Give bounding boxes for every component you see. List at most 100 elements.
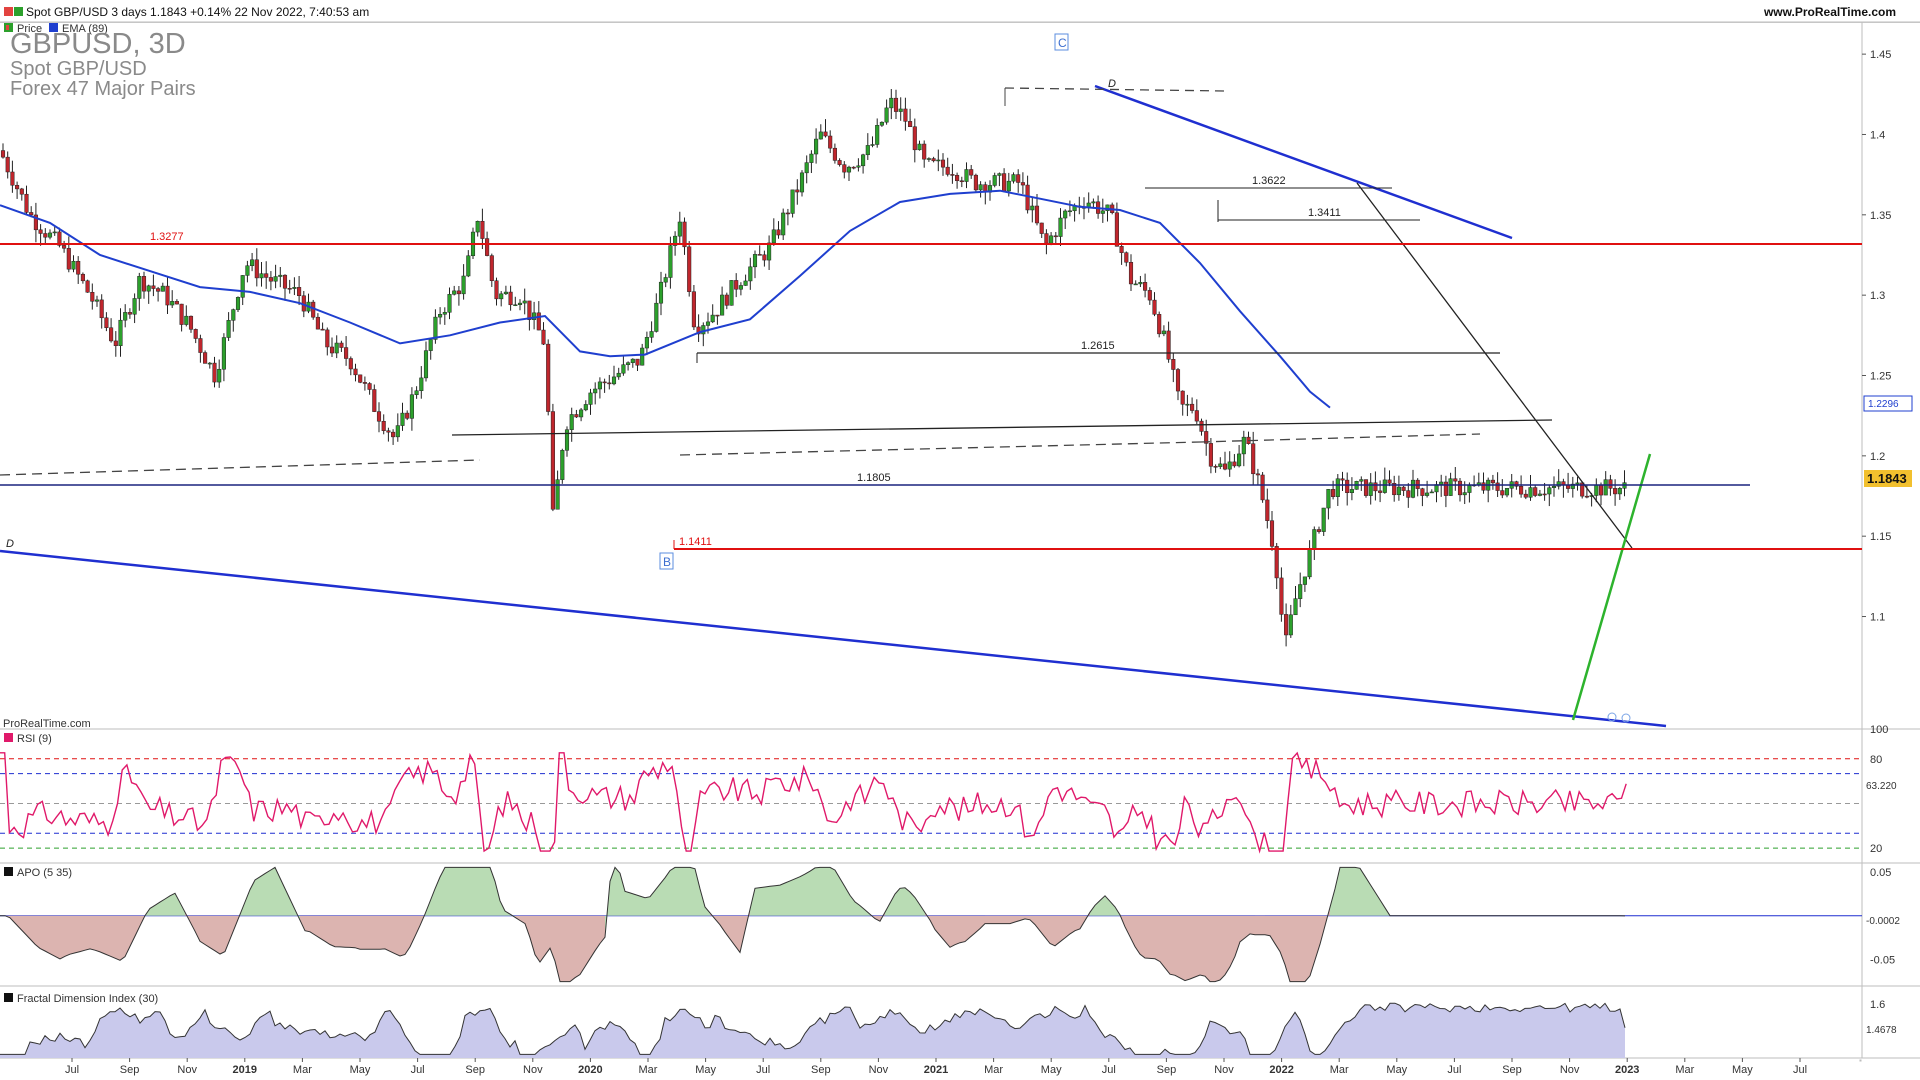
- candle: [475, 220, 480, 237]
- neckline[interactable]: [451, 419, 1553, 436]
- apo-area-segment: [255, 876, 260, 916]
- apo-tick-label: -0.05: [1870, 955, 1895, 967]
- apo-area-segment: [1205, 915, 1210, 982]
- trendlines[interactable]: [0, 84, 1862, 728]
- candle: [292, 277, 297, 296]
- candle: [71, 255, 76, 273]
- candle: [1331, 480, 1336, 500]
- apo-area-segment: [800, 874, 805, 916]
- apo-area-segment: [545, 915, 550, 956]
- time-tick-label: Nov: [523, 1064, 543, 1076]
- apo-area-segment: [825, 867, 830, 916]
- apo-area-segment: [930, 915, 935, 930]
- candle: [1025, 175, 1030, 214]
- candle: [297, 275, 302, 306]
- apo-last-value: -0.0002: [1866, 916, 1900, 927]
- dashed-top-line[interactable]: [1004, 87, 1226, 92]
- candle: [532, 301, 537, 330]
- site-url[interactable]: www.ProRealTime.com: [1763, 5, 1896, 19]
- candle: [146, 284, 151, 304]
- apo-area-segment: [1075, 915, 1080, 931]
- ema-swatch: [49, 23, 58, 32]
- trendline-upper-blue[interactable]: [1094, 84, 1513, 240]
- candle: [1138, 275, 1143, 287]
- watermark: GBPUSD, 3D Spot GBP/USD Forex 47 Major P…: [10, 28, 196, 100]
- candle: [1274, 543, 1279, 590]
- dashed-line-mid[interactable]: [679, 441, 1201, 456]
- candle: [790, 189, 795, 218]
- candle: [24, 185, 29, 215]
- apo-area-segment: [700, 888, 705, 916]
- apo-area-segment: [305, 915, 310, 932]
- candle: [127, 308, 132, 319]
- apo-area-segment: [585, 915, 590, 967]
- candle: [1415, 478, 1420, 497]
- apo-area-segment: [990, 915, 995, 924]
- apo-area-segment: [325, 915, 330, 945]
- candle: [1185, 394, 1190, 417]
- candle: [376, 402, 382, 433]
- apo-area-segment: [1090, 905, 1095, 916]
- apo-area-segment: [620, 873, 625, 916]
- price-legend-swatch-up: [14, 7, 23, 16]
- apo-area-segment: [1195, 915, 1200, 977]
- candle: [1453, 467, 1458, 491]
- apo-area-segment: [400, 915, 405, 956]
- apo-area-segment: [805, 871, 810, 916]
- trendline-green-support[interactable]: [1571, 453, 1652, 721]
- trendline-lower-blue[interactable]: [0, 549, 1667, 728]
- time-tick-label: Jul: [1447, 1064, 1461, 1076]
- apo-area-segment: [680, 867, 685, 916]
- candle: [1105, 204, 1110, 222]
- apo-area-segment: [50, 915, 55, 957]
- candle: [884, 99, 889, 125]
- candle: [1157, 311, 1162, 338]
- dashed-line-left[interactable]: [0, 459, 481, 476]
- time-tick-label: 2022: [1269, 1064, 1293, 1076]
- candle: [1387, 470, 1392, 487]
- apo-area-segment: [910, 892, 915, 916]
- candle: [254, 248, 259, 287]
- candle: [602, 378, 607, 393]
- candle: [752, 250, 758, 279]
- candle: [1500, 479, 1505, 499]
- candle: [1147, 287, 1152, 305]
- candle: [1561, 478, 1566, 498]
- apo-area-segment: [960, 915, 965, 943]
- candle: [1241, 430, 1246, 467]
- candle: [137, 272, 142, 311]
- apo-area-segment: [1210, 915, 1215, 982]
- apo-area-segment: [1340, 867, 1345, 916]
- apo-area-segment: [650, 890, 655, 916]
- candle: [494, 277, 499, 306]
- apo-area-segment: [310, 915, 315, 935]
- apo-area-segment: [560, 915, 565, 982]
- apo-area-segment: [735, 915, 740, 953]
- candle: [1255, 468, 1260, 486]
- apo-area-segment: [1145, 915, 1150, 959]
- candle: [66, 236, 71, 273]
- dashed-line-right[interactable]: [1199, 433, 1481, 443]
- apo-area-segment: [970, 915, 975, 938]
- candle: [1340, 471, 1345, 491]
- time-tick-label: Sep: [465, 1064, 485, 1076]
- apo-area-segment: [685, 867, 690, 916]
- time-tick-label: Nov: [1214, 1064, 1234, 1076]
- apo-area-segment: [415, 915, 420, 937]
- apo-area-segment: [60, 915, 65, 959]
- candle: [1265, 488, 1270, 529]
- apo-area-segment: [765, 886, 770, 916]
- candle: [80, 272, 85, 284]
- candle: [1284, 603, 1289, 647]
- apo-area-segment: [945, 915, 950, 948]
- apo-area-segment: [840, 878, 845, 916]
- candle: [1044, 229, 1049, 255]
- candle: [926, 157, 931, 162]
- label-1-3277: 1.3277: [150, 231, 184, 243]
- apo-area-segment: [1100, 895, 1105, 916]
- apo-area-segment: [120, 915, 125, 961]
- candle: [1504, 488, 1510, 498]
- apo-area-segment: [1275, 915, 1280, 952]
- candle: [1288, 604, 1293, 638]
